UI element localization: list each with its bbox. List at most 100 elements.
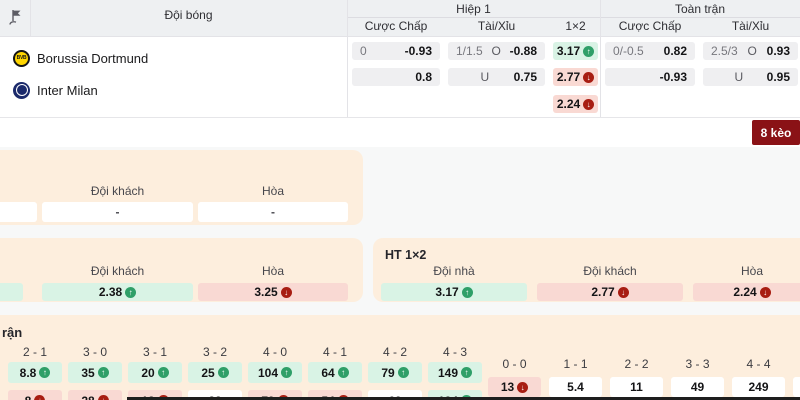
odds-value: 134 <box>438 394 458 400</box>
odds-value: 0.95 <box>766 70 790 84</box>
away-odds-cell[interactable]: - <box>42 202 193 222</box>
trend-down-icon: ↓ <box>97 395 109 400</box>
odds-cell-partial[interactable] <box>0 202 37 222</box>
ft-overunder-header: Tài/Xỉu <box>731 19 770 33</box>
score-odds-cell[interactable]: 249 <box>732 377 785 397</box>
score-header: 4 - 4 <box>746 357 771 371</box>
trend-up-icon: ↑ <box>97 367 109 378</box>
away-team-header: Đội khách <box>90 264 145 278</box>
ft-under-cell[interactable]: U 0.95 <box>703 68 798 86</box>
odds-value: 149 <box>437 365 459 380</box>
away-odds-cell[interactable]: 2.38 ↑ <box>42 283 193 301</box>
ht-home-odds-cell[interactable]: 3.17 ↑ <box>381 283 527 301</box>
correct-score-title-fragment: rận <box>2 325 23 340</box>
odds-value: 3.17 <box>556 44 581 58</box>
score-odds-cell[interactable]: 79 ↑ <box>368 362 422 383</box>
ht-away-odds-cell[interactable]: 2.77 ↓ <box>537 283 683 301</box>
trend-down-icon: ↓ <box>759 286 771 298</box>
odds-value: 28 <box>81 394 94 400</box>
full-time-group-header: Toàn trận <box>674 2 726 16</box>
ft-over-cell[interactable]: 2.5/3 O 0.93 <box>703 42 798 60</box>
borussia-dortmund-logo: BVB <box>13 49 30 67</box>
cutoff-element-edge <box>127 397 800 400</box>
draw-odds-cell[interactable]: - <box>198 202 348 222</box>
odds-value: 69 <box>388 394 401 400</box>
trend-down-icon: ↓ <box>280 286 292 298</box>
section-divider <box>347 0 348 117</box>
h1-handicap-home-cell[interactable]: 0 -0.93 <box>352 42 440 60</box>
h1-1x2-away-cell[interactable]: 2.77 ↓ <box>553 68 598 86</box>
header-divider <box>30 0 31 36</box>
ht-draw-odds-cell[interactable]: 2.24 ↓ <box>693 283 800 301</box>
trend-down-icon: ↓ <box>34 395 46 400</box>
score-odds-cell[interactable]: 23 <box>188 390 242 400</box>
score-header: 0 - 0 <box>502 357 527 371</box>
score-odds-cell[interactable]: 11 <box>610 377 663 397</box>
score-header: 4 - 3 <box>442 345 467 359</box>
odds-count-badge[interactable]: 8 kèo <box>752 120 800 145</box>
trend-down-icon: ↓ <box>617 286 629 298</box>
score-odds-cell[interactable]: 49 <box>671 377 724 397</box>
team-name: Inter Milan <box>37 82 98 98</box>
score-header: 4 - 2 <box>382 345 407 359</box>
score-odds-cell[interactable]: 8.8 ↑ <box>8 362 62 383</box>
odds-value: 25 <box>201 365 215 380</box>
trend-up-icon: ↑ <box>125 286 137 298</box>
trend-up-icon: ↑ <box>39 367 51 378</box>
odds-value: 0.8 <box>415 70 432 84</box>
odds-value: 0.82 <box>663 44 687 58</box>
team-row-home: BVB Borussia Dortmund <box>13 49 148 67</box>
odds-value: 35 <box>81 365 95 380</box>
score-header: 2 - 2 <box>624 357 649 371</box>
score-odds-cell[interactable]: 104 ↑ <box>248 362 302 383</box>
trend-up-icon: ↑ <box>157 367 169 378</box>
odds-cell-partial[interactable] <box>0 283 23 301</box>
score-odds-cell[interactable]: 5.4 <box>549 377 602 397</box>
h1-1x2-header: 1×2 <box>565 19 586 33</box>
score-header: 2 - 1 <box>22 345 47 359</box>
ft-handicap-away-cell[interactable]: -0.93 <box>605 68 695 86</box>
h1-handicap-away-cell[interactable]: 0.8 <box>352 68 440 86</box>
score-odds-cell[interactable]: 64 ↑ <box>308 362 362 383</box>
draw-odds-cell[interactable]: 3.25 ↓ <box>198 283 348 301</box>
handicap-line: 0/-0.5 <box>613 44 644 58</box>
away-team-header: Đội khách <box>583 264 637 278</box>
odds-value: 8.8 <box>19 365 37 380</box>
score-odds-cell[interactable]: 8↓ <box>8 390 62 400</box>
score-odds-cell[interactable]: 35 ↑ <box>68 362 122 383</box>
h1-over-cell[interactable]: 1/1.5 O -0.88 <box>448 42 545 60</box>
odds-value: 18 <box>141 394 154 400</box>
score-odds-cell[interactable]: 13 ↓ <box>488 377 541 397</box>
h1-1x2-draw-cell[interactable]: 2.24 ↓ <box>553 95 598 113</box>
odds-value: - <box>271 205 275 219</box>
away-team-header: Đội khách <box>90 184 145 198</box>
home-team-header: Đội nhà <box>433 264 475 278</box>
score-header: 1 - 1 <box>563 357 588 371</box>
odds-value: 0.75 <box>513 70 537 84</box>
under-label: U <box>480 70 490 84</box>
odds-value: - <box>115 205 120 219</box>
score-odds-cell[interactable]: 25 ↑ <box>188 362 242 383</box>
score-header: 3 - 1 <box>142 345 167 359</box>
score-odds-cell[interactable]: 69 <box>368 390 422 400</box>
trend-up-icon: ↑ <box>281 367 293 378</box>
score-odds-cell[interactable]: 149 ↑ <box>428 362 482 383</box>
odds-value: -0.93 <box>404 44 432 58</box>
odds-value: 64 <box>321 365 335 380</box>
odds-cell-partial[interactable] <box>793 377 800 397</box>
h1-1x2-home-cell[interactable]: 3.17 ↑ <box>553 42 598 60</box>
trend-up-icon: ↑ <box>397 367 409 378</box>
score-header: 4 - 1 <box>322 345 347 359</box>
draw-header: Hòa <box>261 184 284 198</box>
odds-table-header <box>0 0 800 37</box>
trend-down-icon: ↓ <box>583 98 595 110</box>
ft-handicap-home-cell[interactable]: 0/-0.5 0.82 <box>605 42 695 60</box>
score-odds-cell[interactable]: 20 ↑ <box>128 362 182 383</box>
h1-under-cell[interactable]: U 0.75 <box>448 68 545 86</box>
odds-value: 3.17 <box>435 285 459 299</box>
score-odds-cell[interactable]: 28↓ <box>68 390 122 400</box>
correct-score-panel <box>0 315 800 400</box>
team-row-away: Inter Milan <box>13 81 98 99</box>
ht-1x2-title: HT 1×2 <box>385 248 427 262</box>
